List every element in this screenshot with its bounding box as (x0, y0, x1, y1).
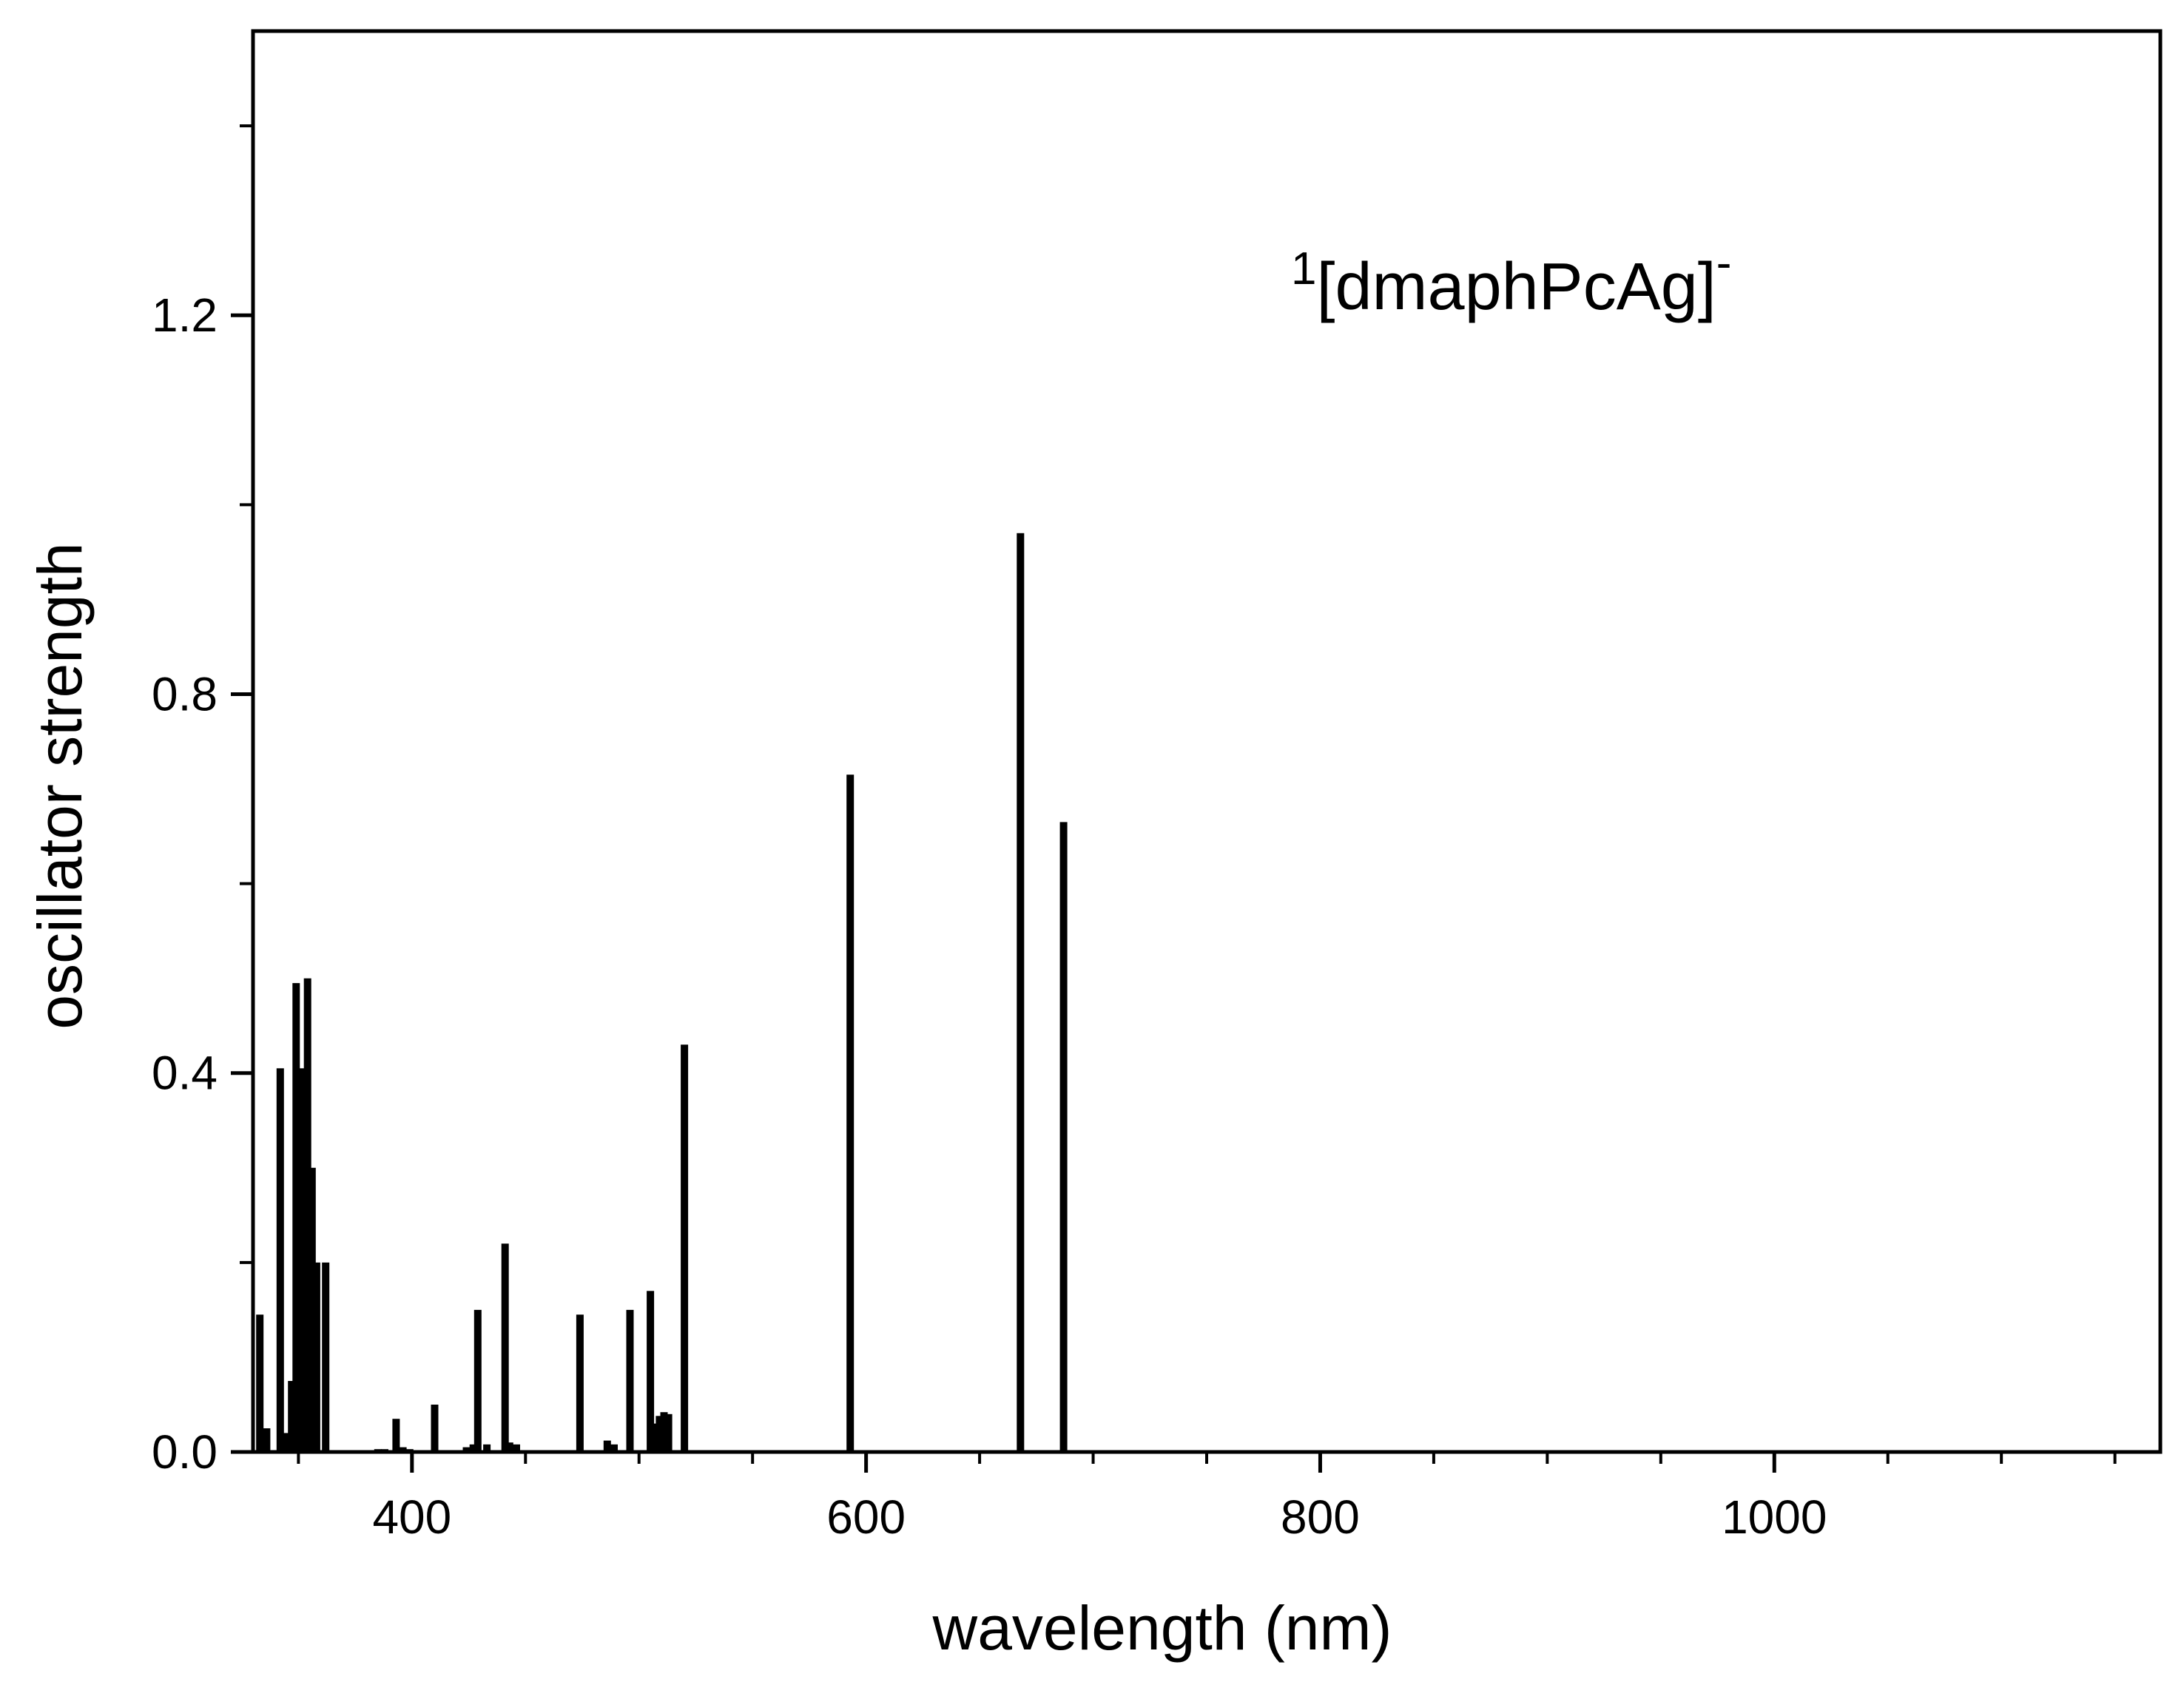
x-axis-ticks: 400 600 800 1000 (297, 1452, 2117, 1544)
x-tick-label: 1000 (1722, 1490, 1827, 1544)
molecule-annotation: 1[dmaphPcAg]- (1291, 237, 1731, 324)
y-axis-ticks: 0.0 0.4 0.8 1.2 (152, 124, 253, 1479)
x-tick-label: 400 (372, 1490, 451, 1544)
spectrum-bar (312, 1262, 320, 1452)
spectrum-bar (610, 1444, 618, 1452)
spectrum-bar (308, 1167, 316, 1452)
x-tick-label: 600 (826, 1490, 906, 1544)
spectrum-bar (303, 978, 311, 1452)
spectrum-bar (603, 1440, 611, 1452)
spectrum-bar (626, 1309, 634, 1452)
spectrum-bar (664, 1414, 673, 1452)
spectrum-bar (660, 1412, 668, 1452)
y-axis-title: oscillator strength (25, 542, 95, 1029)
spectrum-bar (392, 1419, 400, 1452)
spectrum-bar (283, 1433, 291, 1452)
spectrum-bar (505, 1442, 513, 1452)
spectrum-bar (846, 774, 855, 1452)
plot-frame (251, 29, 2163, 1454)
spectrum-bar (431, 1405, 439, 1452)
spectrum-bar (473, 1309, 482, 1452)
annotation-formula: [dmaphPcAg] (1316, 250, 1716, 324)
spectrum-bars (256, 533, 1068, 1452)
spectrum-bar (263, 1428, 271, 1452)
annotation-charge: - (1716, 237, 1732, 288)
spectrum-bar (651, 1423, 659, 1452)
spectrum-bar (256, 1314, 264, 1452)
y-tick-label: 0.8 (152, 667, 218, 720)
spectrum-bar (322, 1262, 330, 1452)
spectrum-bar (513, 1444, 520, 1452)
spectrum-bar (647, 1291, 655, 1452)
spectrum-bar (469, 1444, 477, 1452)
spectrum-bar (1017, 533, 1025, 1452)
y-tick-label: 0.0 (152, 1425, 218, 1479)
spectrum-bar (655, 1416, 664, 1452)
annotation-multiplicity: 1 (1291, 243, 1316, 294)
spectrum-bar (462, 1447, 471, 1452)
spectrum-bar (288, 1381, 296, 1452)
x-tick-label: 800 (1281, 1490, 1360, 1544)
spectrum-bar (501, 1243, 509, 1452)
spectrum-bar (576, 1314, 584, 1452)
spectrum-bar (399, 1447, 407, 1452)
spectrum-bar (292, 983, 300, 1452)
x-axis-title: wavelength (nm) (932, 1593, 1392, 1663)
spectrum-bar (483, 1444, 491, 1452)
y-tick-label: 1.2 (152, 288, 218, 342)
spectrum-bar (299, 1068, 307, 1452)
spectrum-bar (1059, 822, 1068, 1452)
spectrum-bar (681, 1044, 689, 1452)
y-tick-label: 0.4 (152, 1047, 218, 1100)
spectrum-bar (276, 1068, 284, 1452)
